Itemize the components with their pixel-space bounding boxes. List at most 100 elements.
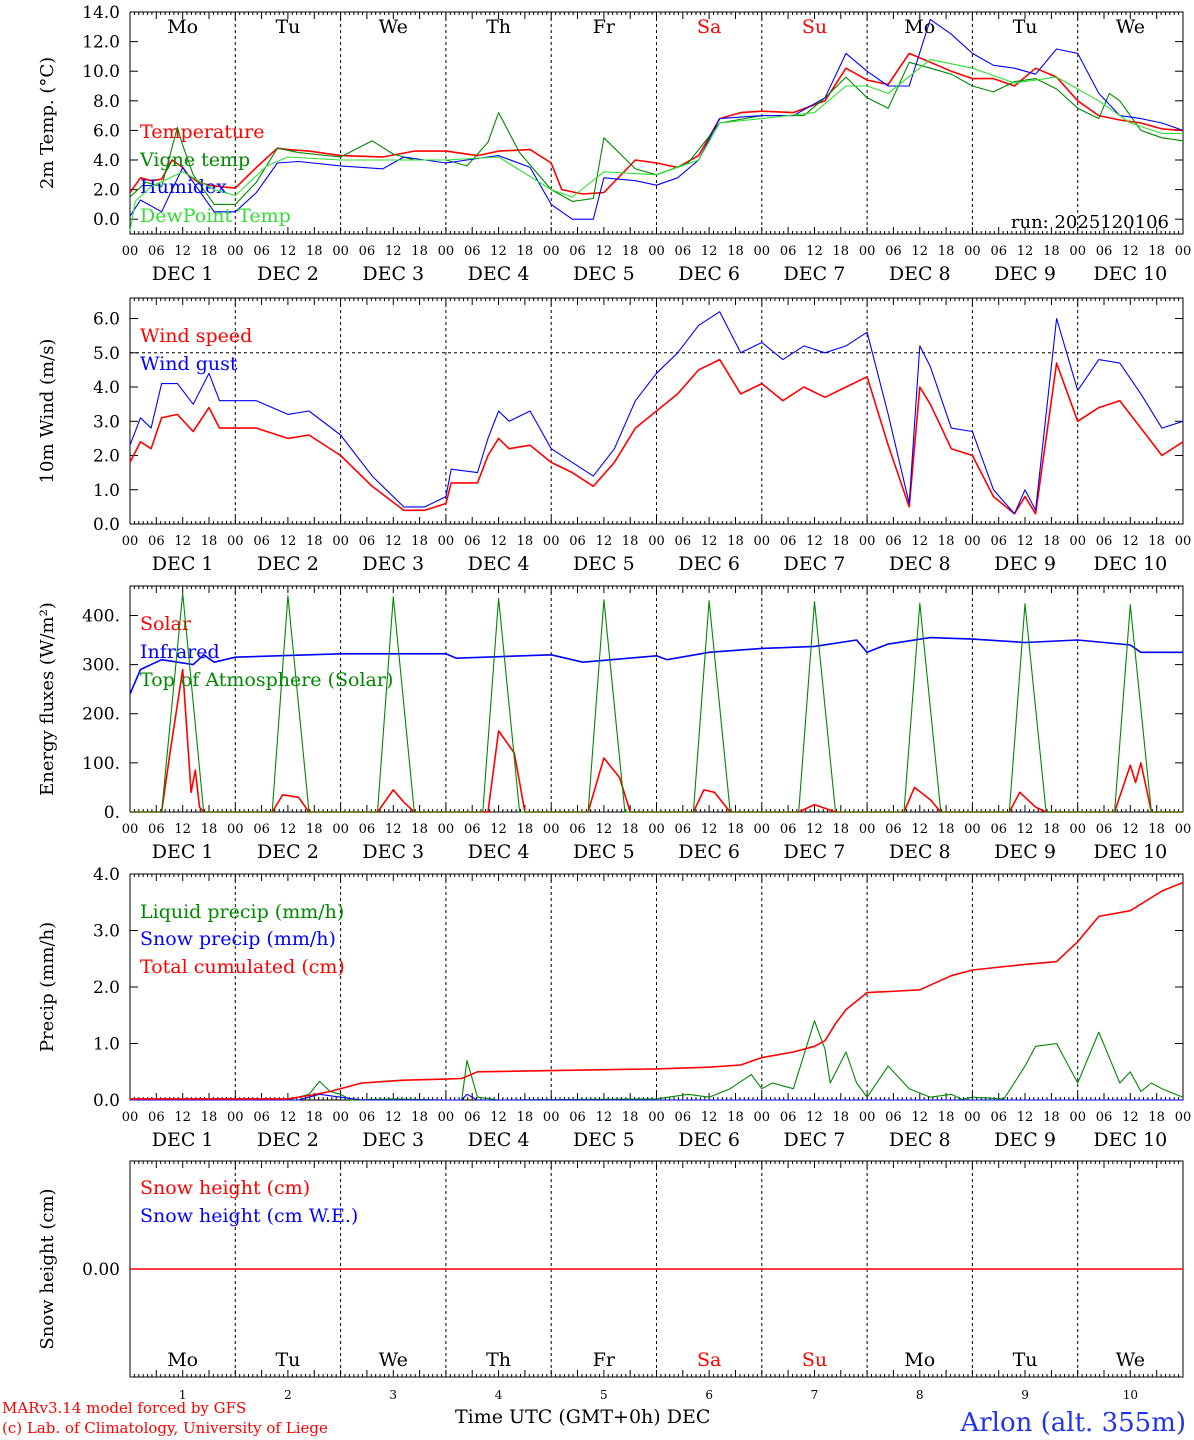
hour-label: 06: [569, 1110, 586, 1125]
hour-label: 00: [332, 244, 349, 259]
y-tick-label: 12.0: [82, 33, 120, 53]
series-line: [129, 311, 1184, 515]
y-tick-label: 400.: [82, 606, 120, 626]
date-label: DEC 6: [678, 1129, 740, 1151]
x-minor-ticks: [129, 1161, 1184, 1377]
hour-label: 06: [253, 822, 270, 837]
hour-label: 12: [385, 1110, 402, 1125]
hour-label: 06: [1096, 1110, 1113, 1125]
hour-label: 12: [280, 1110, 297, 1125]
legend-entry: Wind gust: [140, 353, 238, 375]
run-annotation: run: 2025120106: [1011, 212, 1169, 233]
hour-label: 12: [911, 1110, 928, 1125]
date-label: DEC 7: [784, 1129, 846, 1151]
legend-entry: Liquid precip (mm/h): [140, 901, 344, 923]
weekday-label: Tu: [1013, 1349, 1038, 1371]
weekday-label: Tu: [275, 16, 300, 38]
hour-label: 18: [517, 534, 534, 549]
hour-label: 00: [122, 534, 139, 549]
y-tick-label: 1.0: [93, 1035, 120, 1055]
hour-label: 06: [675, 1110, 692, 1125]
hour-label: 18: [411, 822, 428, 837]
hour-label: 12: [806, 534, 823, 549]
hour-label: 12: [174, 822, 191, 837]
hour-label: 12: [174, 244, 191, 259]
y-tick-label: 200.: [82, 705, 120, 725]
date-label: DEC 5: [573, 553, 635, 575]
hour-label: 12: [806, 244, 823, 259]
hour-label: 18: [411, 534, 428, 549]
hour-label: 00: [754, 822, 771, 837]
hour-label: 12: [174, 1110, 191, 1125]
hour-label: 12: [385, 822, 402, 837]
hour-label: 06: [148, 244, 165, 259]
hour-label: 00: [227, 244, 244, 259]
date-label: DEC 5: [573, 1129, 635, 1151]
day-number: 9: [1021, 1388, 1029, 1402]
y-tick-label: 0.: [104, 803, 120, 823]
hour-label: 00: [227, 1110, 244, 1125]
hour-label: 00: [1069, 1110, 1086, 1125]
date-label: DEC 9: [994, 263, 1056, 285]
hour-label: 06: [148, 534, 165, 549]
hour-label: 00: [227, 534, 244, 549]
series-line: [129, 18, 1184, 220]
y-axis-label: 2m Temp. (°C): [37, 57, 58, 189]
y-tick-label: 3.0: [93, 412, 120, 432]
hour-label: 06: [885, 534, 902, 549]
weekday-label: Fr: [593, 16, 616, 38]
date-label: DEC 3: [362, 1129, 424, 1151]
hour-label: 12: [490, 534, 507, 549]
date-label: DEC 9: [994, 1129, 1056, 1151]
date-label: DEC 1: [152, 841, 214, 863]
hour-label: 06: [359, 244, 376, 259]
weekday-label: Su: [802, 1349, 827, 1371]
y-tick-label: 1.0: [93, 481, 120, 501]
hour-label: 00: [648, 534, 665, 549]
day-number: 4: [495, 1388, 503, 1402]
hour-label: 18: [727, 1110, 744, 1125]
hour-label: 00: [648, 244, 665, 259]
hour-label: 06: [885, 244, 902, 259]
y-tick-label: 3.0: [93, 922, 120, 942]
hour-label: 12: [596, 1110, 613, 1125]
hour-label: 00: [438, 1110, 455, 1125]
hour-label: 18: [938, 534, 955, 549]
weekday-label: Mo: [167, 1349, 198, 1371]
hour-label: 06: [464, 822, 481, 837]
hour-label: 12: [1017, 822, 1034, 837]
date-label: DEC 4: [468, 553, 530, 575]
hour-label: 06: [148, 1110, 165, 1125]
legend-entry: Infrared: [140, 641, 220, 663]
hour-label: 18: [1148, 1110, 1165, 1125]
weekday-label: Sa: [697, 1349, 721, 1371]
hour-label: 18: [517, 822, 534, 837]
hour-label: 12: [280, 244, 297, 259]
hour-label: 12: [280, 534, 297, 549]
hour-label: 18: [517, 244, 534, 259]
credit-model: MARv3.14 model forced by GFS: [2, 1399, 247, 1417]
y-tick-label: 0.0: [93, 515, 120, 535]
date-label: DEC 7: [784, 263, 846, 285]
hour-label: 12: [701, 534, 718, 549]
y-tick-label: 100.: [82, 754, 120, 774]
hour-label: 18: [938, 244, 955, 259]
hour-label: 06: [675, 534, 692, 549]
hour-label: 12: [1122, 822, 1139, 837]
day-number: 2: [284, 1388, 292, 1402]
date-label: DEC 2: [257, 553, 319, 575]
legend-entry: Wind speed: [140, 325, 252, 347]
date-label: DEC 8: [889, 841, 951, 863]
hour-label: 00: [754, 1110, 771, 1125]
date-label: DEC 8: [889, 263, 951, 285]
y-tick-label: 0.0: [93, 1091, 120, 1111]
hour-label: 06: [148, 822, 165, 837]
date-label: DEC 3: [362, 553, 424, 575]
legend-entry: Snow height (cm): [140, 1177, 310, 1199]
panel-2: 0.0 1.0 2.0 3.0 4.0 5.0 6.0 10m Wind (m/s) Wind …: [37, 297, 1191, 575]
weekday-label: Mo: [904, 1349, 935, 1371]
date-label: DEC 6: [678, 553, 740, 575]
hour-label: 06: [675, 822, 692, 837]
hour-label: 18: [727, 822, 744, 837]
